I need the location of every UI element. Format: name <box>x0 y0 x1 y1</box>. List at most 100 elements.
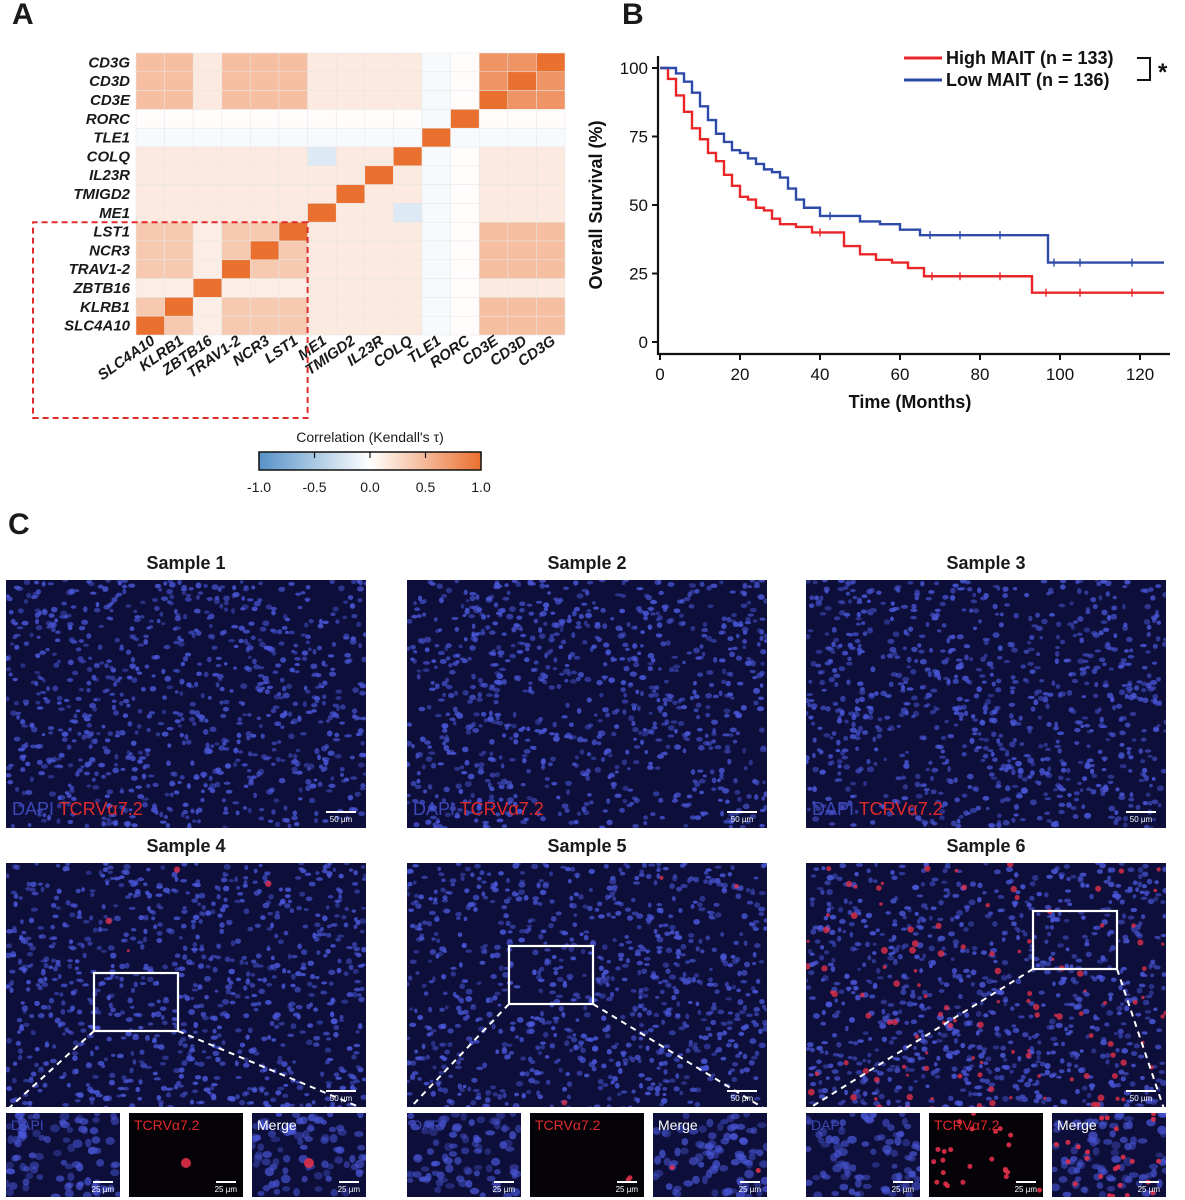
heatmap-cell <box>164 146 194 167</box>
thumb-scale-bar: 25 µm <box>215 1181 237 1194</box>
heatmap-cell <box>335 109 366 129</box>
heatmap-cell <box>421 297 451 317</box>
survival-chart: 0 25 50 75 100 0 20 40 60 80 100 120 Time (Months) Ov… <box>586 48 1170 412</box>
heatmap-cell <box>393 240 423 261</box>
x-tick-label: 100 <box>1046 365 1074 384</box>
thumb-scale-label: 25 µm <box>738 1185 761 1194</box>
heatmap-cell <box>135 184 165 204</box>
highlight-box <box>32 221 309 419</box>
heatmap-cell <box>421 184 451 204</box>
heatmap-cell <box>135 259 165 279</box>
thumb-scale-bar: 25 µm <box>92 1181 114 1194</box>
panel-label-a: A <box>12 0 34 31</box>
heatmap-cell <box>335 146 366 167</box>
heatmap-cell <box>221 127 251 148</box>
thumb-merge: Merge 25 µm <box>252 1113 366 1197</box>
heatmap-cell <box>278 259 308 279</box>
heatmap-cell <box>278 90 308 110</box>
heatmap-row-label: ZBTB16 <box>72 280 130 297</box>
heatmap-row-label: IL23R <box>89 167 130 184</box>
heatmap-cell <box>393 52 423 73</box>
heatmap-cell <box>192 109 223 129</box>
heatmap-cell <box>164 221 194 242</box>
y-tick-label: 25 <box>629 265 648 284</box>
heatmap-cell <box>278 278 308 298</box>
thumb-dapi: DAPI 25 µm <box>407 1113 521 1197</box>
heatmap-cell <box>278 71 308 91</box>
heatmap-cell <box>278 203 308 223</box>
heatmap-cell <box>507 165 537 185</box>
thumb-tcr: TCRVα7.2 25 µm <box>929 1113 1043 1197</box>
heatmap-cell <box>478 165 509 185</box>
heatmap-row-label: KLRB1 <box>80 299 130 316</box>
heatmap-cell <box>250 221 280 242</box>
scale-bar: 50 µm <box>1126 1090 1156 1103</box>
heatmap-cell <box>507 203 537 223</box>
heatmap-cell <box>478 297 509 317</box>
thumb-scale-label: 25 µm <box>615 1185 638 1194</box>
heatmap-cell <box>164 109 194 129</box>
thumb-tcr: TCRVα7.2 25 µm <box>530 1113 644 1197</box>
thumb-scale-label: 25 µm <box>337 1185 360 1194</box>
heatmap-cell <box>364 71 394 91</box>
tcr-label: TCRVα7.2 <box>54 799 143 819</box>
heatmap-cell <box>250 203 280 223</box>
heatmap-cell <box>250 297 280 317</box>
heatmap-cell <box>421 221 451 242</box>
heatmap-cell <box>307 278 337 298</box>
zoom-line <box>8 1030 95 1107</box>
heatmap-cell <box>278 109 308 129</box>
heatmap-cell <box>393 315 423 336</box>
heatmap-row-label: CD3E <box>90 92 131 109</box>
heatmap-cell <box>536 90 566 110</box>
heatmap-cell <box>307 259 337 279</box>
heatmap-cell <box>450 203 480 223</box>
roi-box <box>92 971 180 1033</box>
heatmap-cell <box>421 127 451 148</box>
stain-legend: DAPI TCRVα7.2 <box>413 799 544 820</box>
micrograph: DAPI TCRVα7.2 50 µm <box>407 580 767 828</box>
y-tick-label: 0 <box>639 333 648 352</box>
dapi-label: DAPI <box>812 799 855 819</box>
legend-tick-label: 0.0 <box>360 479 380 495</box>
scale-bar: 50 µm <box>326 811 356 824</box>
heatmap-cell <box>250 52 280 73</box>
heatmap-cell <box>335 165 366 185</box>
heatmap-cell <box>421 278 451 298</box>
heatmap-cell <box>221 165 251 185</box>
scale-bar-label: 50 µm <box>730 815 754 824</box>
sample-title: Sample 1 <box>146 553 226 573</box>
heatmap-cell <box>507 127 537 148</box>
heatmap-cell <box>421 203 451 223</box>
thumb-label: TCRVα7.2 <box>535 1117 601 1133</box>
heatmap-cell <box>450 71 480 91</box>
heatmap-cell <box>450 297 480 317</box>
heatmap-cell <box>536 221 566 242</box>
heatmap-cell <box>536 109 566 129</box>
heatmap-cell <box>250 184 280 204</box>
heatmap-cell <box>478 146 509 167</box>
heatmap-cell <box>421 240 451 261</box>
heatmap-cell <box>135 278 165 298</box>
heatmap-cell <box>335 184 366 204</box>
heatmap-cell <box>250 90 280 110</box>
y-tick-label: 50 <box>629 196 648 215</box>
thumb-label: DAPI <box>412 1117 445 1133</box>
thumb-scale-bar: 25 µm <box>493 1181 515 1194</box>
heatmap-cell <box>250 71 280 91</box>
heatmap-cell <box>507 259 537 279</box>
thumb-label: Merge <box>658 1117 698 1133</box>
heatmap-cell <box>507 146 537 167</box>
heatmap-cell <box>192 315 223 336</box>
legend-tick-label: -0.5 <box>302 479 326 495</box>
heatmap-row-label: RORC <box>86 111 131 128</box>
heatmap-cell <box>278 127 308 148</box>
heatmap-cell <box>364 278 394 298</box>
heatmap-cell <box>450 52 480 73</box>
heatmap-cell <box>307 127 337 148</box>
heatmap-cell <box>335 278 366 298</box>
heatmap-cell <box>393 146 423 167</box>
heatmap-cell <box>307 315 337 336</box>
heatmap-cell <box>307 203 337 223</box>
heatmap-cell <box>536 315 566 336</box>
